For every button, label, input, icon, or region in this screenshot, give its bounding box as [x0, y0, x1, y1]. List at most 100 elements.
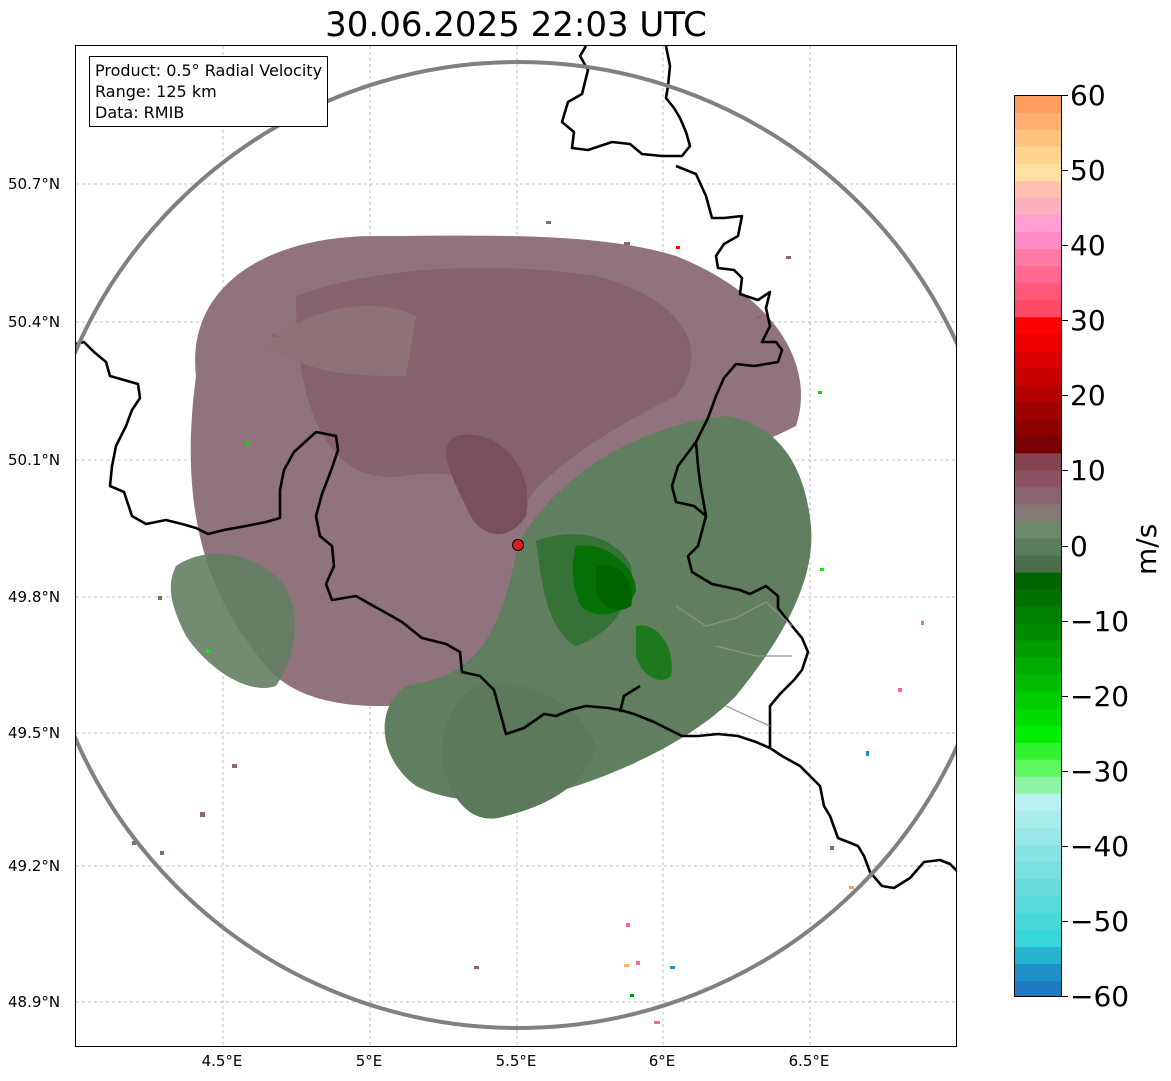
colorbar-band [1015, 181, 1061, 199]
colorbar-band [1015, 810, 1061, 829]
colorbar-band [1015, 96, 1061, 114]
colorbar-tick [1062, 846, 1068, 847]
colorbar-band [1015, 300, 1061, 318]
colorbar-band [1015, 640, 1061, 659]
colorbar-band [1015, 232, 1061, 250]
colorbar-tick [1062, 245, 1068, 246]
colorbar-band [1015, 538, 1061, 557]
colorbar-tick [1062, 470, 1068, 471]
colorbar-band [1015, 521, 1061, 540]
colorbar-band [1015, 215, 1061, 233]
colorbar-tick-label: −40 [1070, 830, 1130, 863]
colorbar-tick-label: −10 [1070, 605, 1130, 638]
radar-map[interactable]: Product: 0.5° Radial Velocity Range: 125… [75, 45, 957, 1047]
colorbar-band [1015, 929, 1061, 948]
colorbar-band [1015, 980, 1061, 996]
lat-tick-label: 50.4°N [8, 313, 61, 331]
colorbar-band [1015, 759, 1061, 778]
colorbar-band [1015, 130, 1061, 148]
range-label: Range: 125 km [95, 82, 217, 101]
colorbar-band [1015, 776, 1061, 795]
colorbar-tick-label: 60 [1070, 79, 1106, 112]
state-borders [76, 46, 956, 890]
colorbar-tick [1062, 546, 1068, 547]
colorbar-band [1015, 504, 1061, 523]
colorbar-unit-label: m/s [1130, 523, 1163, 575]
colorbar-band [1015, 368, 1061, 386]
colorbar-band [1015, 725, 1061, 744]
lon-tick-label: 5.5°E [495, 1052, 537, 1070]
lat-tick-label: 48.9°N [8, 993, 61, 1011]
colorbar-band [1015, 198, 1061, 216]
colorbar-band [1015, 674, 1061, 693]
lon-tick-label: 6.5°E [788, 1052, 830, 1070]
colorbar-tick-label: −50 [1070, 905, 1130, 938]
echo-speckles [132, 221, 924, 1024]
colorbar-band [1015, 487, 1061, 506]
colorbar-band [1015, 606, 1061, 625]
colorbar-tick-label: −30 [1070, 755, 1130, 788]
district-borders [675, 601, 793, 727]
colorbar-band [1015, 249, 1061, 267]
colorbar-band [1015, 317, 1061, 335]
lat-tick-label: 49.5°N [8, 724, 61, 742]
colorbar-gradient [1015, 96, 1061, 996]
colorbar-tick [1062, 170, 1068, 171]
radar-site-marker[interactable] [512, 539, 524, 551]
product-label: Product: 0.5° Radial Velocity [95, 61, 323, 80]
colorbar-band [1015, 402, 1061, 420]
colorbar-tick-label: 30 [1070, 304, 1106, 337]
colorbar-band [1015, 164, 1061, 182]
colorbar-tick [1062, 395, 1068, 396]
lon-tick-label: 5°E [355, 1052, 383, 1070]
colorbar-band [1015, 691, 1061, 710]
colorbar-band [1015, 793, 1061, 812]
lat-tick-label: 50.1°N [8, 451, 61, 469]
colorbar-tick-label: −20 [1070, 680, 1130, 713]
echo-receding [190, 235, 801, 706]
colorbar-band [1015, 113, 1061, 131]
colorbar-tick-label: 20 [1070, 379, 1106, 412]
lat-tick-label: 49.2°N [8, 857, 61, 875]
lon-tick-label: 6°E [648, 1052, 676, 1070]
colorbar-band [1015, 827, 1061, 846]
colorbar-tick [1062, 996, 1068, 997]
colorbar-tick [1062, 696, 1068, 697]
colorbar-band [1015, 657, 1061, 676]
colorbar-band [1015, 334, 1061, 352]
colorbar-band [1015, 555, 1061, 574]
colorbar-tick-label: −60 [1070, 980, 1130, 1013]
colorbar [1014, 95, 1062, 997]
colorbar-band [1015, 283, 1061, 301]
colorbar-tick-label: 0 [1070, 530, 1088, 563]
colorbar-tick [1062, 771, 1068, 772]
lon-tick-label: 4.5°E [201, 1052, 243, 1070]
colorbar-band [1015, 844, 1061, 863]
colorbar-band [1015, 453, 1061, 472]
colorbar-band [1015, 419, 1061, 437]
colorbar-band [1015, 470, 1061, 489]
colorbar-band [1015, 385, 1061, 403]
lat-tick-label: 50.7°N [8, 175, 61, 193]
colorbar-band [1015, 878, 1061, 897]
colorbar-tick [1062, 320, 1068, 321]
colorbar-band [1015, 147, 1061, 165]
colorbar-band [1015, 589, 1061, 608]
colorbar-band [1015, 963, 1061, 982]
colorbar-band [1015, 946, 1061, 965]
radar-map-canvas [76, 46, 956, 1046]
product-info-box: Product: 0.5° Radial Velocity Range: 125… [89, 56, 329, 127]
colorbar-tick [1062, 95, 1068, 96]
data-source-label: Data: RMIB [95, 103, 185, 122]
colorbar-band [1015, 912, 1061, 931]
colorbar-band [1015, 351, 1061, 369]
colorbar-band [1015, 266, 1061, 284]
colorbar-band [1015, 861, 1061, 880]
map-title: 30.06.2025 22:03 UTC [325, 5, 707, 45]
colorbar-band [1015, 436, 1061, 454]
colorbar-band [1015, 572, 1061, 591]
range-ring [76, 60, 956, 1030]
colorbar-tick-label: 50 [1070, 154, 1106, 187]
colorbar-tick-label: 10 [1070, 454, 1106, 487]
colorbar-band [1015, 895, 1061, 914]
